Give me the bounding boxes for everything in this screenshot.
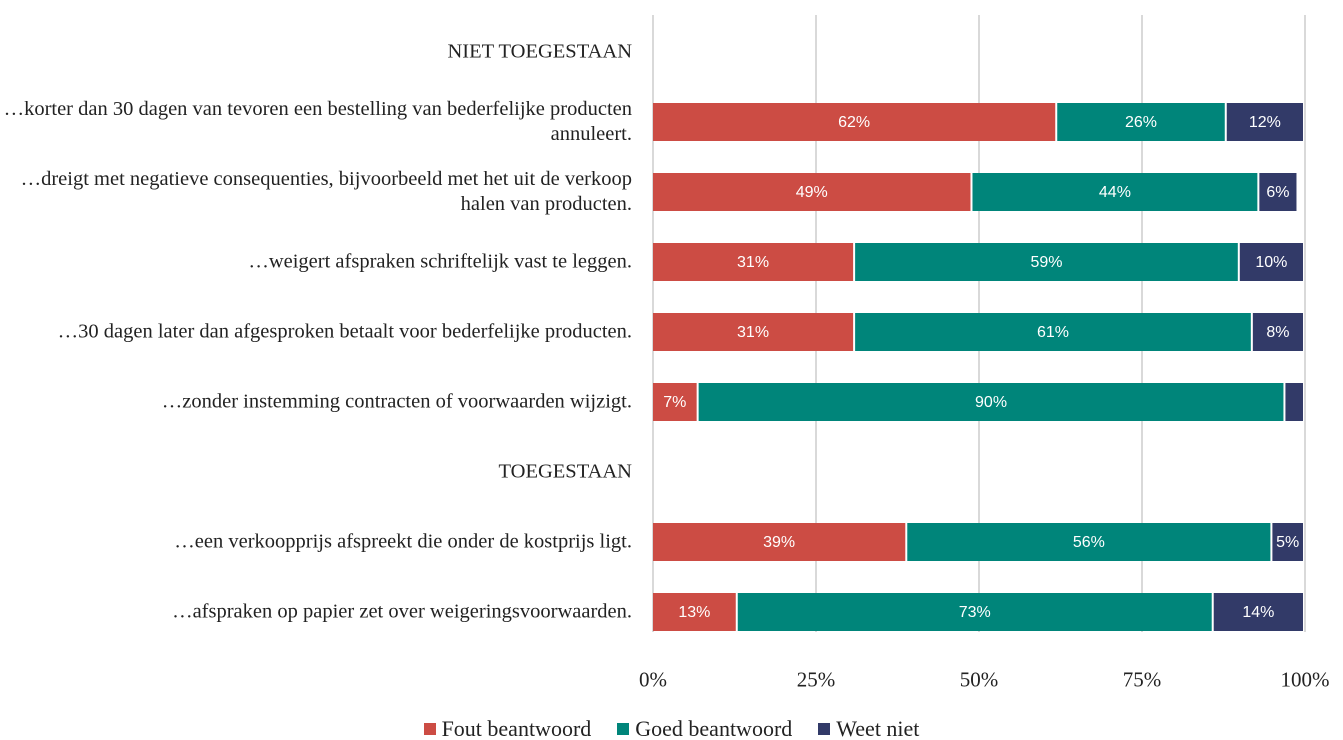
data-label: 49% <box>796 184 828 201</box>
data-label: 39% <box>763 534 795 551</box>
legend-label: Weet niet <box>836 716 920 740</box>
bar-segment <box>698 383 1284 421</box>
legend-item: Goed beantwoord <box>617 716 792 740</box>
category-label: …dreigt met negatieve consequenties, bij… <box>20 168 632 215</box>
category-label: …korter dan 30 dagen van tevoren een bes… <box>3 98 632 145</box>
data-label: 59% <box>1030 254 1062 271</box>
bar-segment <box>1285 383 1303 421</box>
data-label: 7% <box>663 394 686 411</box>
data-label: 61% <box>1037 324 1069 341</box>
category-label: …een verkoopprijs afspreekt die onder de… <box>174 530 632 553</box>
data-label: 12% <box>1249 114 1281 131</box>
bar-segment <box>1213 593 1303 631</box>
bar-segment <box>1239 243 1303 281</box>
data-label: 6% <box>1266 184 1289 201</box>
x-tick-label: 0% <box>639 667 667 692</box>
bar-segment <box>653 173 971 211</box>
x-tick-label: 100% <box>1280 667 1330 692</box>
data-label: 73% <box>959 604 991 621</box>
data-label: 13% <box>678 604 710 621</box>
x-tick-label: 25% <box>796 667 836 692</box>
category-label: …zonder instemming contracten of voorwaa… <box>161 390 632 413</box>
legend-swatch <box>617 723 630 735</box>
bar-segment <box>653 523 906 561</box>
legend-label: Goed beantwoord <box>635 716 793 740</box>
bar-segment <box>855 243 1238 281</box>
x-tick-label: 50% <box>959 667 999 692</box>
category-label: …afspraken op papier zet over weigerings… <box>172 600 632 623</box>
data-label: 31% <box>737 254 769 271</box>
category-label: …weigert afspraken schriftelijk vast te … <box>248 250 632 273</box>
data-label: 56% <box>1073 534 1105 551</box>
bar-segment <box>653 103 1056 141</box>
bar-segment <box>737 593 1212 631</box>
data-label: 31% <box>737 324 769 341</box>
legend-item: Fout beantwoord <box>423 716 592 740</box>
legend: Fout beantwoord Goed beantwoord Weet niet <box>0 716 1343 740</box>
bar-segment <box>1057 103 1225 141</box>
data-label: 5% <box>1276 534 1299 551</box>
data-label: 44% <box>1099 184 1131 201</box>
data-label: 62% <box>838 114 870 131</box>
bar-segment <box>653 313 854 351</box>
category-label: NIET TOEGESTAAN <box>447 40 632 63</box>
data-label: 26% <box>1125 114 1157 131</box>
data-label: 14% <box>1242 604 1274 621</box>
bar-segment <box>1226 103 1303 141</box>
x-tick-label: 75% <box>1122 667 1162 692</box>
bar-segment <box>1272 523 1303 561</box>
legend-item: Weet niet <box>818 716 919 740</box>
legend-label: Fout beantwoord <box>441 716 592 740</box>
bar-segment <box>972 173 1258 211</box>
legend-swatch <box>818 723 831 735</box>
data-label: 90% <box>975 394 1007 411</box>
data-label: 10% <box>1255 254 1287 271</box>
data-label: 8% <box>1266 324 1289 341</box>
legend-swatch <box>423 723 436 735</box>
bar-segment <box>855 313 1251 351</box>
bar-segment <box>653 243 854 281</box>
bar-segment <box>1252 313 1303 351</box>
bar-segment <box>653 383 697 421</box>
category-label: …30 dagen later dan afgesproken betaalt … <box>57 320 632 343</box>
bar-segment <box>907 523 1271 561</box>
category-label: TOEGESTAAN <box>498 460 632 483</box>
bar-segment <box>1259 173 1297 211</box>
bar-segment <box>653 593 736 631</box>
